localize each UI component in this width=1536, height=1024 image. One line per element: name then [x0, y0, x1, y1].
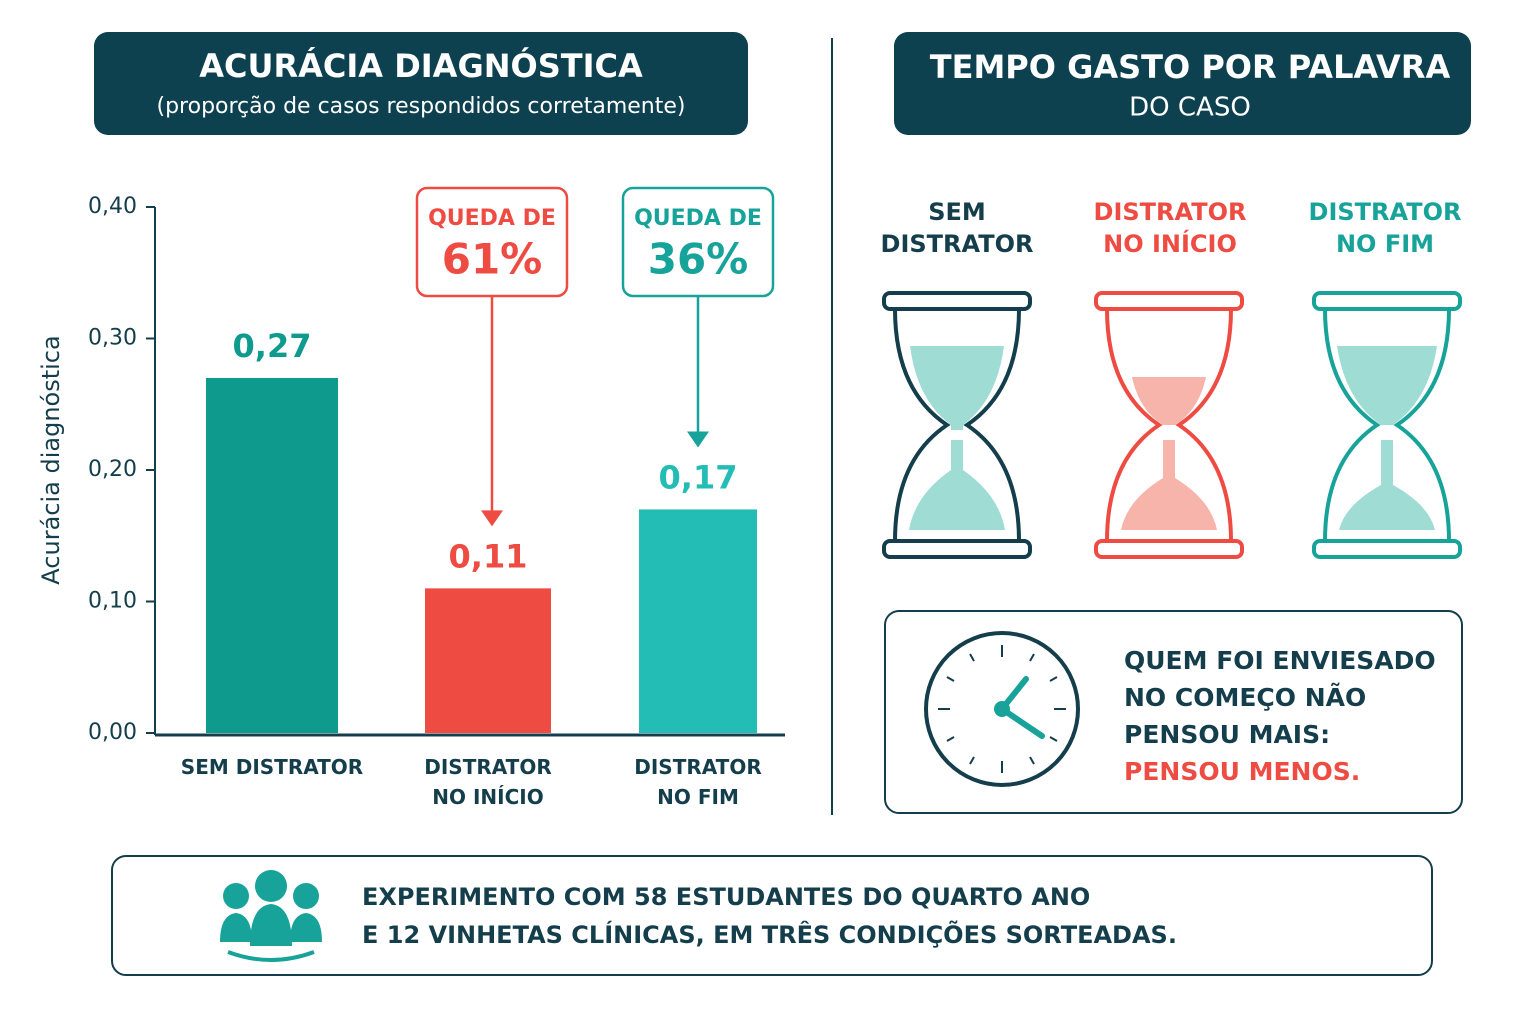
footer-text: EXPERIMENTO COM 58 ESTUDANTES DO QUARTO … [362, 883, 1090, 911]
clock [924, 631, 1080, 787]
condition-label: DISTRATOR [881, 230, 1034, 258]
annotation-arrowhead [687, 431, 709, 448]
bar [425, 588, 551, 733]
x-tick-label: DISTRATOR NO FIM [634, 755, 762, 809]
y-tick-label: 0,10 [88, 589, 137, 614]
bar [639, 509, 757, 733]
annotation-figure: 61% [442, 235, 543, 284]
callout-text: NO COMEÇO NÃO [1124, 683, 1366, 712]
condition-label: DISTRATOR [1309, 198, 1462, 226]
hourglass [1312, 291, 1462, 559]
callout-text: PENSOU MAIS: [1124, 720, 1330, 749]
y-axis-label: Acurácia diagnóstica [37, 335, 65, 584]
footer-box [111, 855, 1433, 976]
y-tick-label: 0,00 [88, 720, 137, 745]
hourglass [882, 291, 1032, 559]
y-tick-label: 0,30 [88, 326, 137, 351]
hourglass [1094, 291, 1244, 559]
x-tick-label: DISTRATOR NO INÍCIO [424, 755, 552, 809]
bar [206, 377, 338, 733]
condition-label: SEM [928, 198, 986, 226]
chart-title: ACURÁCIA DIAGNÓSTICA [199, 46, 643, 85]
callout-text: QUEM FOI ENVIESADO [1124, 646, 1436, 675]
annotation-text: QUEDA DE [428, 206, 556, 231]
annotation-figure: 36% [648, 235, 749, 284]
value-label: 0,17 [659, 458, 738, 496]
condition-label: NO INÍCIO [1103, 229, 1237, 258]
chart-subtitle: (proporção de casos respondidos corretam… [157, 94, 686, 119]
y-tick-label: 0,20 [88, 457, 137, 482]
x-tick-label: SEM DISTRATOR [180, 755, 364, 779]
annotation-arrowhead [481, 510, 503, 527]
time-title: DO CASO [1129, 93, 1251, 123]
callout-highlight: PENSOU MENOS. [1124, 757, 1360, 786]
condition-label: DISTRATOR [1094, 198, 1247, 226]
right-header [894, 32, 1471, 135]
footer-text: E 12 VINHETAS CLÍNICAS, EM TRÊS CONDIÇÕE… [362, 919, 1177, 949]
time-title: TEMPO GASTO POR PALAVRA [930, 48, 1451, 86]
condition-label: NO FIM [1336, 230, 1434, 258]
people-icon [220, 870, 322, 962]
left-header [94, 32, 748, 135]
value-label: 0,27 [233, 327, 312, 365]
y-tick-label: 0,40 [88, 194, 137, 219]
annotation-text: QUEDA DE [634, 206, 762, 231]
value-label: 0,11 [449, 537, 528, 575]
